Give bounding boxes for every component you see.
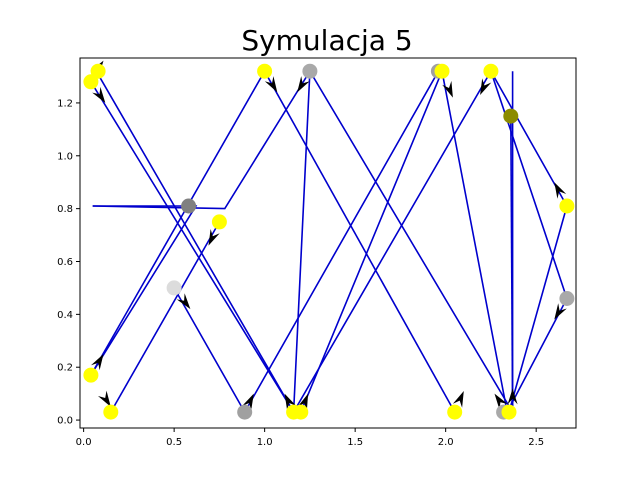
particle-point-8	[257, 63, 273, 79]
x-tick-label-5: 2.5	[528, 437, 544, 448]
direction-arrow-0	[92, 86, 106, 103]
particle-point-10	[293, 404, 309, 420]
y-tick-label-2: 0.4	[57, 310, 73, 321]
y-tick-label-3: 0.6	[57, 257, 73, 268]
direction-arrow-13	[452, 391, 464, 408]
y-tick-label-0: 0.0	[57, 416, 73, 427]
particle-point-18	[503, 108, 519, 124]
trajectory-line-11	[510, 116, 514, 413]
trajectory-line-4	[173, 70, 440, 414]
chart-title: Symulacja 5	[241, 24, 412, 57]
trajectory-line-8	[300, 68, 568, 415]
particle-point-7	[237, 404, 253, 420]
particle-point-20	[559, 291, 575, 306]
particle-point-15	[483, 63, 499, 79]
trajectory-line-7	[90, 70, 266, 376]
direction-arrow-2	[91, 354, 104, 371]
direction-arrow-9	[297, 393, 309, 411]
trajectory-lines	[89, 68, 568, 416]
particle-point-1	[90, 63, 106, 79]
direction-arrow-4	[176, 293, 191, 310]
particle-point-5	[181, 198, 197, 214]
direction-arrow-7	[297, 76, 310, 93]
particle-point-4	[166, 280, 182, 296]
trajectory-line-2	[92, 70, 311, 210]
trajectory-line-9	[508, 205, 568, 413]
x-axis: 0.0 0.5 1.0 1.5 2.0 2.5	[76, 428, 544, 448]
y-tick-label-4: 0.8	[57, 204, 73, 215]
direction-arrow-6	[264, 76, 278, 93]
particle-point-6	[211, 214, 227, 230]
trajectory-line-5	[95, 69, 568, 414]
y-tick-label-6: 1.2	[57, 98, 73, 109]
direction-arrow-12	[480, 78, 492, 95]
y-tick-label-5: 1.0	[57, 151, 73, 162]
particle-point-0	[83, 74, 99, 90]
particle-point-3	[103, 404, 119, 420]
trajectory-line-0	[89, 68, 514, 416]
x-tick-label-1: 0.5	[166, 437, 182, 448]
direction-arrow-5	[208, 229, 220, 246]
direction-arrow-14	[494, 393, 508, 410]
particle-point-2	[83, 367, 99, 383]
direction-arrows	[90, 60, 567, 411]
trajectory-line-6	[263, 70, 456, 413]
particle-point-14	[447, 404, 463, 420]
direction-arrow-10	[242, 393, 254, 411]
particle-point-13	[434, 63, 450, 79]
plot-frame	[79, 57, 577, 429]
particle-points	[83, 63, 575, 420]
x-tick-label-3: 1.5	[347, 437, 363, 448]
y-tick-label-1: 0.2	[57, 363, 73, 374]
y-axis: 0.0 0.2 0.4 0.6 0.8 1.0 1.2	[57, 98, 80, 427]
x-tick-label-0: 0.0	[76, 437, 92, 448]
particle-point-11	[302, 63, 318, 79]
direction-arrow-15	[507, 388, 518, 405]
direction-arrow-17	[554, 303, 567, 320]
particle-point-17	[501, 404, 517, 420]
trajectory-line-10	[490, 70, 568, 299]
x-tick-label-4: 2.0	[438, 437, 454, 448]
x-tick-label-2: 1.0	[257, 437, 273, 448]
particle-point-19	[559, 198, 575, 214]
direction-arrow-16	[554, 182, 567, 199]
direction-arrow-3	[98, 390, 111, 407]
direction-arrow-8	[284, 393, 297, 411]
direction-arrow-11	[442, 80, 453, 98]
